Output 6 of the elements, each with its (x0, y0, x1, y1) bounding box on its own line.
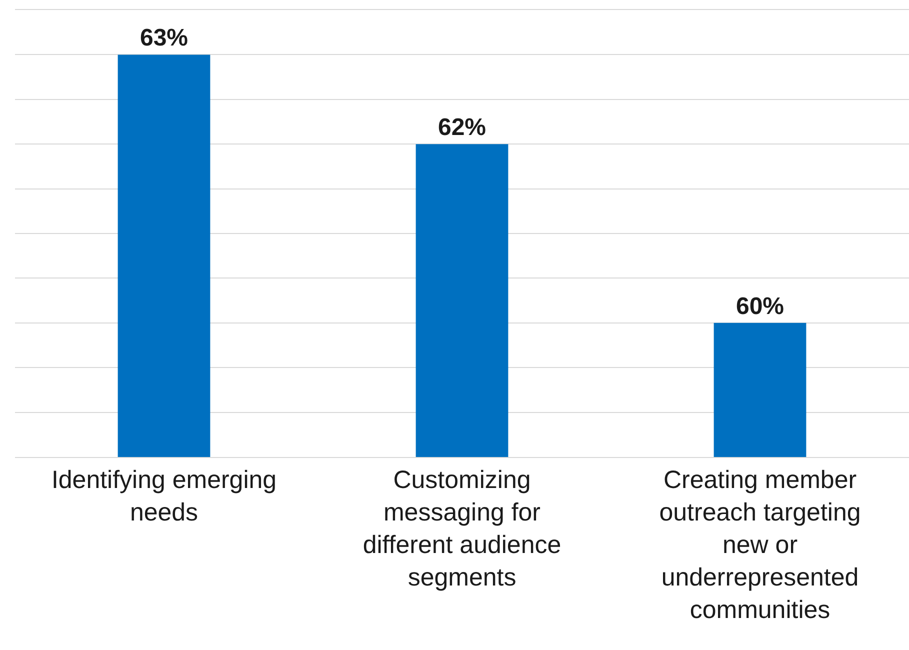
data-label: 63% (140, 24, 188, 52)
x-tick-label: Customizing messaging for different audience segments (362, 466, 562, 592)
x-tick-label: Identifying emerging needs (51, 466, 277, 526)
data-label: 62% (438, 114, 486, 142)
x-tick-label: Creating member outreach targeting new or underrepresented communities (659, 466, 861, 624)
data-label: 60% (736, 292, 784, 320)
